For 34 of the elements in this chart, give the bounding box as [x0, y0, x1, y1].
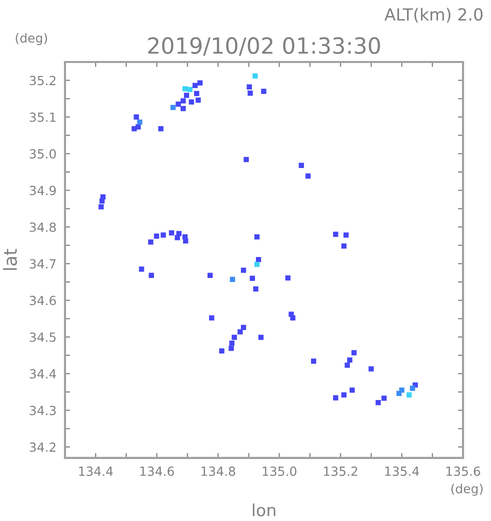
x-axis-title: lon [252, 503, 276, 516]
y-tick-label: 35.0 [30, 149, 56, 159]
x-tick-label: 135.0 [262, 466, 296, 476]
y-axis-title: lat [3, 248, 18, 270]
x-tick-label: 135.4 [385, 466, 419, 476]
x-tick-label: 135.6 [446, 466, 480, 476]
point [182, 86, 188, 92]
y-tick-label: 34.7 [30, 259, 56, 269]
y-tick-label: 35.2 [30, 76, 56, 86]
y-tick-label: 34.2 [30, 442, 56, 452]
x-tick-label: 134.4 [79, 466, 113, 476]
point [406, 392, 412, 398]
point [410, 386, 416, 391]
text: (deg) [451, 484, 483, 496]
y-tick-label: 34.4 [30, 369, 56, 379]
point [230, 276, 236, 282]
x-tick-label: 135.2 [324, 466, 358, 476]
point [254, 262, 260, 267]
point [137, 120, 142, 125]
y-tick-label: 34.6 [30, 296, 56, 306]
text: (deg) [16, 33, 47, 46]
x-tick-label: 134.6 [140, 466, 174, 476]
y-tick-label: 34.8 [30, 222, 56, 232]
y-tick-label: 34.9 [30, 186, 56, 196]
point [399, 388, 404, 393]
point [187, 86, 193, 92]
y-tick-label: 34.5 [30, 332, 56, 342]
chart-title: 2019/10/02 01:33:30 [148, 37, 380, 56]
x-tick-label: 134.8 [202, 466, 236, 476]
point [252, 73, 258, 79]
y-tick-label: 35.1 [30, 112, 56, 122]
text: ALT(km) 2.0 [384, 8, 483, 23]
point [170, 104, 176, 110]
y-tick-label: 34.3 [30, 406, 56, 416]
